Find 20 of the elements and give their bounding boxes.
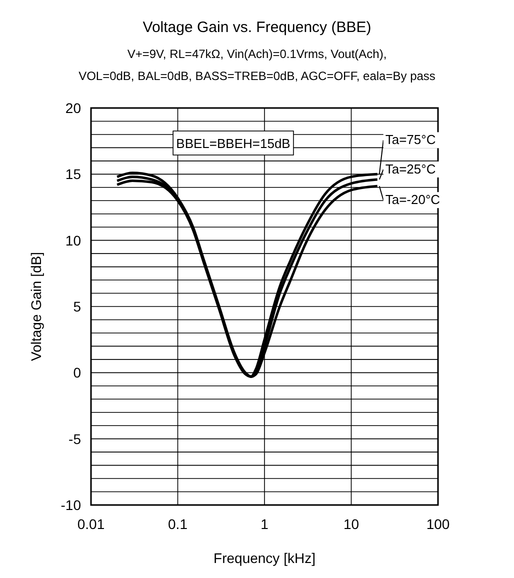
text: Ta=75°C — [385, 132, 436, 148]
y-tick-label: -10 — [60, 497, 82, 513]
y-tick-label: 5 — [73, 298, 82, 314]
legend-label: Ta=-20°C — [385, 192, 440, 208]
annotation: BBEL=BBEH=15dB — [176, 136, 290, 151]
x-tick-label: 10 — [343, 516, 360, 532]
chart-subtitle: V+=9V, RL=47kΩ, Vin(Ach)=0.1Vrms, Vout(Ach), VOL=0dB, BAL=0dB, BASS=TREB=0dB, AGC=OFF, eala=By pass — [78, 47, 436, 83]
y-tick-label: 20 — [65, 100, 82, 116]
y-tick-label: -5 — [68, 430, 82, 447]
x-axis-title: Frequency [kHz] — [214, 550, 316, 566]
x-tick-label: 100 — [426, 516, 450, 532]
x-tick-label: 1 — [260, 516, 269, 532]
legend-label: Ta=25°C — [385, 161, 436, 176]
y-tick-label: 15 — [65, 166, 82, 182]
y-axis-title: Voltage Gain [dB] — [28, 252, 44, 361]
y-tick-label: 0 — [73, 364, 82, 381]
x-tick-label: 0.1 — [168, 516, 188, 532]
y-tick-label: 10 — [65, 232, 82, 248]
chart-title: Voltage Gain vs. Frequency (BBE) — [142, 19, 372, 36]
x-tick-label: 0.01 — [77, 516, 105, 532]
